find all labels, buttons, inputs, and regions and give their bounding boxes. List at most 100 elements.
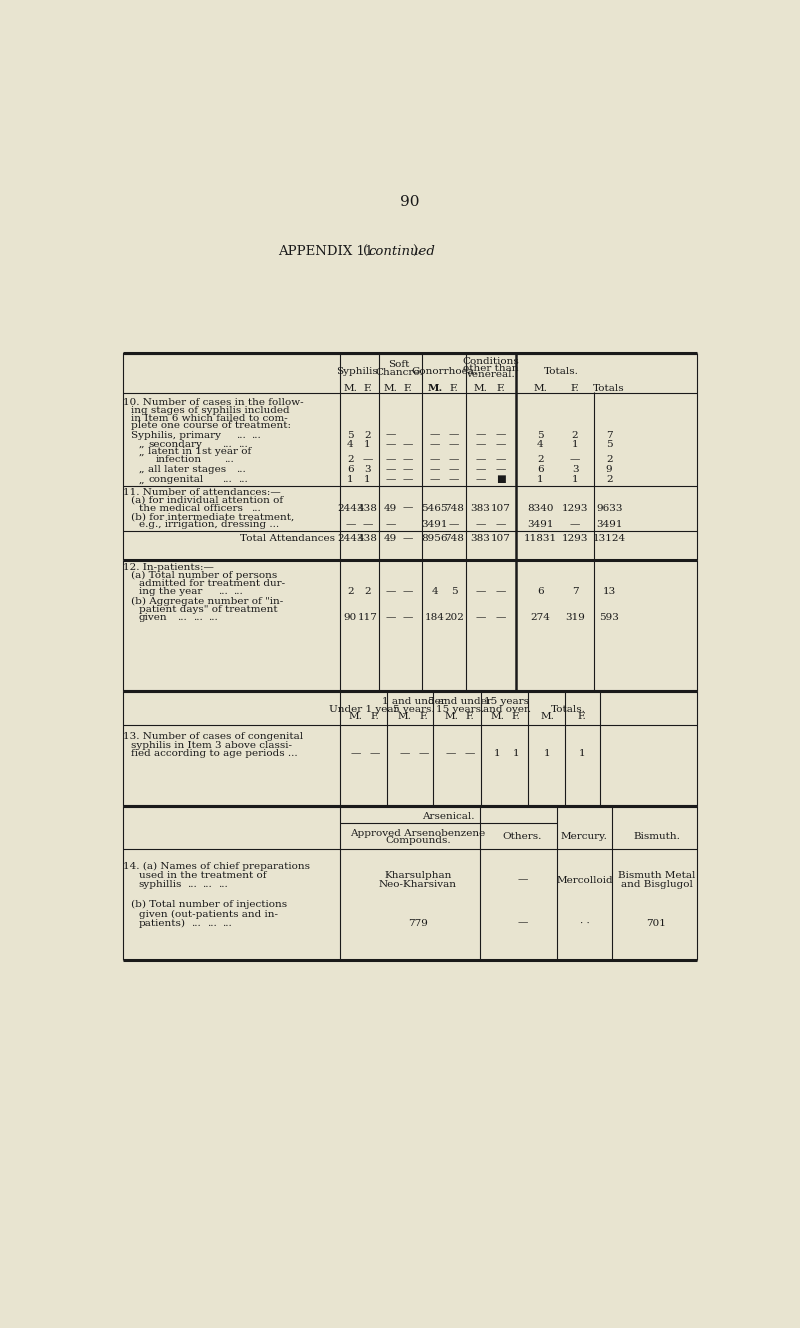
- Text: 2443: 2443: [337, 503, 363, 513]
- Text: plete one course of treatment:: plete one course of treatment:: [131, 421, 291, 430]
- Text: 1: 1: [537, 475, 543, 485]
- Text: Syphilis, primary: Syphilis, primary: [131, 430, 221, 440]
- Text: 9: 9: [606, 465, 613, 474]
- Text: —: —: [386, 587, 396, 596]
- Text: syphillis: syphillis: [138, 880, 182, 890]
- Text: —: —: [402, 503, 413, 513]
- Text: 4: 4: [347, 440, 354, 449]
- Text: —: —: [495, 587, 506, 596]
- Text: ...: ...: [238, 440, 248, 449]
- Text: Total Attendances: Total Attendances: [239, 534, 334, 543]
- Text: 3491: 3491: [527, 519, 554, 529]
- Text: 2: 2: [364, 587, 370, 596]
- Text: 5: 5: [606, 440, 613, 449]
- Text: 12. In-patients:—: 12. In-patients:—: [123, 563, 214, 572]
- Text: 13: 13: [602, 587, 616, 596]
- Text: 2: 2: [606, 475, 613, 485]
- Text: —: —: [362, 456, 373, 465]
- Text: 49: 49: [384, 534, 398, 543]
- Text: Mercury.: Mercury.: [561, 833, 608, 842]
- Text: 1293: 1293: [562, 534, 588, 543]
- Text: 1: 1: [513, 749, 519, 758]
- Text: all later stages: all later stages: [148, 465, 226, 474]
- Text: 3: 3: [364, 465, 370, 474]
- Text: M.: M.: [349, 712, 362, 721]
- Text: 14. (a) Names of chief preparations: 14. (a) Names of chief preparations: [123, 862, 310, 871]
- Text: —: —: [345, 519, 355, 529]
- Text: ...: ...: [218, 880, 227, 890]
- Text: 11831: 11831: [524, 534, 557, 543]
- Text: patient days" of treatment: patient days" of treatment: [138, 604, 278, 614]
- Text: 90: 90: [400, 195, 420, 208]
- Text: 3491: 3491: [422, 519, 448, 529]
- Text: 2: 2: [347, 587, 354, 596]
- Text: —: —: [475, 430, 486, 440]
- Text: and Bisglugol: and Bisglugol: [621, 880, 692, 890]
- Text: (: (: [363, 246, 369, 258]
- Text: ...: ...: [251, 430, 261, 440]
- Text: · ·: · ·: [579, 919, 590, 928]
- Text: ing stages of syphilis included: ing stages of syphilis included: [131, 406, 290, 414]
- Text: 1293: 1293: [562, 503, 588, 513]
- Text: —: —: [495, 614, 506, 622]
- Text: ...: ...: [178, 614, 187, 622]
- Text: Kharsulphan: Kharsulphan: [384, 871, 451, 880]
- Text: 11. Number of attendances:—: 11. Number of attendances:—: [123, 489, 281, 497]
- Text: 274: 274: [530, 614, 550, 622]
- Text: ...: ...: [251, 503, 261, 513]
- Text: Under 1 year.: Under 1 year.: [330, 705, 401, 713]
- Text: —: —: [399, 749, 410, 758]
- Text: —: —: [449, 440, 459, 449]
- Text: secondary: secondary: [148, 440, 202, 449]
- Text: Compounds.: Compounds.: [385, 837, 450, 846]
- Text: —: —: [386, 614, 396, 622]
- Text: M.: M.: [474, 384, 487, 393]
- Text: 319: 319: [565, 614, 585, 622]
- Text: 184: 184: [425, 614, 445, 622]
- Text: 4: 4: [537, 440, 543, 449]
- Text: F.: F.: [578, 712, 586, 721]
- Text: —: —: [402, 475, 413, 485]
- Text: —: —: [350, 749, 361, 758]
- Text: 3: 3: [572, 465, 578, 474]
- Text: F.: F.: [370, 712, 379, 721]
- Text: 107: 107: [490, 503, 510, 513]
- Text: 779: 779: [408, 919, 428, 928]
- Text: Totals.: Totals.: [550, 705, 586, 713]
- Text: 438: 438: [358, 534, 378, 543]
- Text: given (out-patients and in-: given (out-patients and in-: [138, 910, 278, 919]
- Text: —: —: [402, 440, 413, 449]
- Text: 2: 2: [364, 430, 370, 440]
- Text: 107: 107: [490, 534, 510, 543]
- Text: 202: 202: [444, 614, 464, 622]
- Text: 6: 6: [537, 465, 543, 474]
- Text: 15 years: 15 years: [484, 697, 530, 706]
- Text: (b) for intermediate treatment,: (b) for intermediate treatment,: [131, 513, 294, 521]
- Text: syphilis in Item 3 above classi-: syphilis in Item 3 above classi-: [131, 741, 292, 750]
- Text: —: —: [517, 919, 527, 928]
- Text: Mercolloid: Mercolloid: [556, 875, 613, 884]
- Text: 1: 1: [572, 475, 578, 485]
- Text: F.: F.: [496, 384, 505, 393]
- Text: ,,: ,,: [138, 475, 146, 485]
- Text: —: —: [475, 440, 486, 449]
- Text: —: —: [402, 465, 413, 474]
- Text: Soft: Soft: [389, 360, 410, 369]
- Text: —: —: [449, 465, 459, 474]
- Text: —: —: [495, 430, 506, 440]
- Text: 1: 1: [364, 440, 370, 449]
- Text: ...: ...: [238, 475, 248, 485]
- Text: 8340: 8340: [527, 503, 554, 513]
- Text: Others.: Others.: [502, 833, 542, 842]
- Text: 1 and under: 1 and under: [382, 697, 446, 706]
- Text: —: —: [370, 749, 380, 758]
- Text: ...: ...: [224, 456, 234, 465]
- Text: —: —: [446, 749, 456, 758]
- Text: 593: 593: [599, 614, 619, 622]
- Text: 117: 117: [358, 614, 378, 622]
- Text: 438: 438: [358, 503, 378, 513]
- Text: ...: ...: [222, 475, 232, 485]
- Text: 701: 701: [646, 919, 666, 928]
- Text: M.: M.: [490, 712, 505, 721]
- Text: ...: ...: [187, 880, 197, 890]
